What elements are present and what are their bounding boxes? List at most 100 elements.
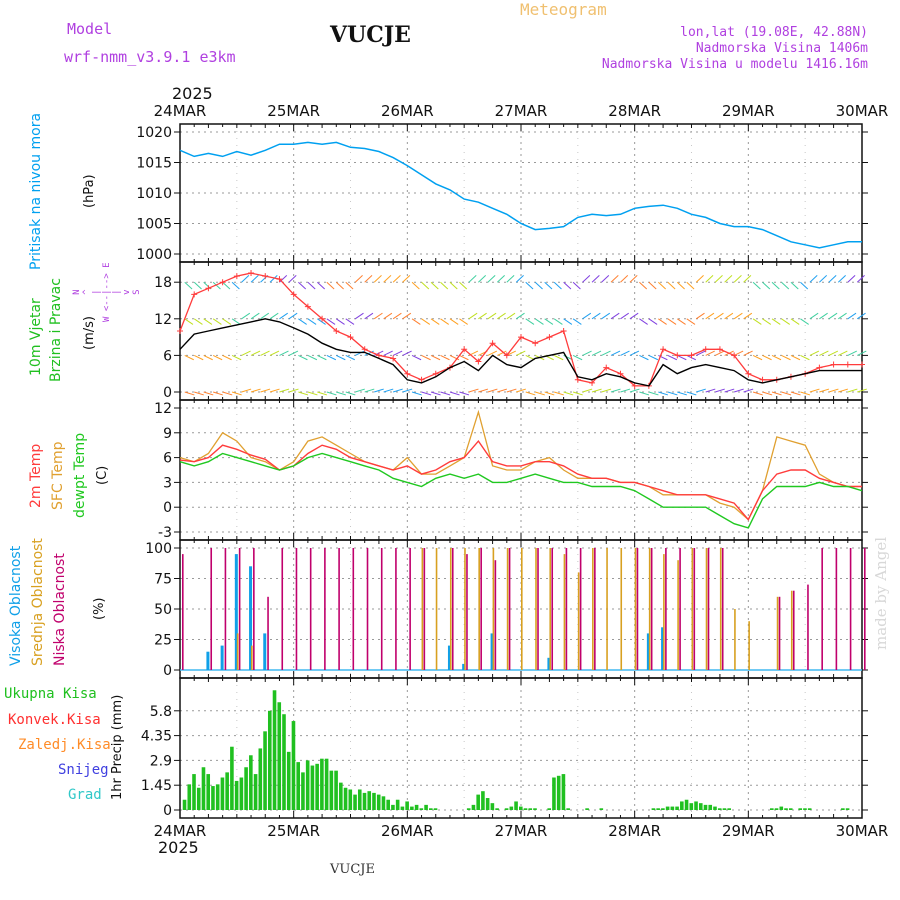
wind-gust-marker xyxy=(404,370,411,377)
cloud-bar-low xyxy=(466,554,468,670)
wind-gust-marker xyxy=(702,346,709,353)
cloud-bar-mid xyxy=(705,548,708,670)
footer-station: VUCJE xyxy=(330,862,375,877)
wind-barb-arrow xyxy=(440,391,451,396)
wind-barb-arrow xyxy=(828,388,839,393)
wind-barb-arrow xyxy=(601,312,611,320)
wind-barb-arrow xyxy=(317,281,326,290)
ytick-label: 5.8 xyxy=(150,704,172,720)
wind-barb-arrow xyxy=(193,281,202,290)
cloud-bar-mid xyxy=(521,548,523,670)
wind-barb-arrow xyxy=(392,312,402,320)
precip-bar xyxy=(803,808,807,810)
cloud-bar-low xyxy=(537,548,539,670)
wind-gust-marker xyxy=(560,328,567,334)
cloud-bar-low xyxy=(253,548,255,670)
cloud-bar-high xyxy=(206,651,210,670)
bottom-year-label: 2025 xyxy=(158,838,199,857)
product-title: Meteogram xyxy=(520,0,607,19)
wind-barb-arrow xyxy=(298,354,308,361)
precip-bar xyxy=(192,774,196,810)
wind-barb-arrow xyxy=(203,318,213,325)
precip-bar xyxy=(698,803,703,810)
wind-barb-arrow xyxy=(591,350,602,356)
cloud-bar-low xyxy=(864,548,866,670)
wind-barb-arrow xyxy=(335,281,344,290)
cloud-bar-low xyxy=(451,548,454,670)
wind-barb-arrow xyxy=(184,318,194,325)
wind-barb-arrow xyxy=(487,388,498,393)
precip-bar xyxy=(310,765,315,810)
wind-barb-arrow xyxy=(506,275,515,283)
wind-barb-arrow xyxy=(373,312,383,320)
wind-barb-arrow xyxy=(459,281,468,290)
wind-barb-arrow xyxy=(374,388,384,393)
wind-barb-arrow xyxy=(601,350,611,356)
cloud-bar-mid xyxy=(506,548,509,670)
precip-bar xyxy=(684,799,689,810)
precip-bar xyxy=(215,784,220,810)
wind-barb-arrow xyxy=(677,318,686,325)
cloud-bar-low xyxy=(281,548,284,670)
wind-barb-arrow xyxy=(298,318,307,325)
precip-bar xyxy=(301,772,305,810)
wind-barb-arrow xyxy=(620,388,631,393)
wind-barb-arrow xyxy=(714,350,725,356)
wind-barb-arrow xyxy=(345,318,355,325)
wind-barb-arrow xyxy=(231,354,242,361)
wind-barb-arrow xyxy=(639,354,649,361)
wind-barb-arrow xyxy=(686,281,695,290)
wind-barb-arrow xyxy=(534,281,543,290)
wind-barb-arrow xyxy=(591,275,600,283)
precip-bar xyxy=(230,746,234,810)
cloud-bar-low xyxy=(409,548,411,670)
cloud-bar-low xyxy=(338,548,340,670)
wind-barb-arrow xyxy=(411,391,422,396)
precip-bar xyxy=(519,806,523,810)
wind-gust-marker xyxy=(276,276,283,283)
ytick-label: -3 xyxy=(158,525,172,541)
wind-barb-arrow xyxy=(819,312,828,320)
cloud-bar-low xyxy=(849,548,852,670)
precip-bar xyxy=(395,799,400,810)
precip-bar xyxy=(779,806,784,810)
wind-barb-arrow xyxy=(307,318,317,325)
cloud-bar-mid xyxy=(549,548,552,670)
wind-barb-arrow xyxy=(629,275,638,283)
wind-barb-arrow xyxy=(667,391,678,396)
cloud-bar-low xyxy=(352,548,355,670)
wind-barb-arrow xyxy=(856,275,865,283)
precip-bar xyxy=(774,808,779,810)
precip-bar xyxy=(490,803,495,810)
wind-barb-arrow xyxy=(250,312,260,320)
wind-barb-arrow xyxy=(686,391,697,396)
cloud-bar-mid xyxy=(734,609,736,670)
wind-barb-arrow xyxy=(279,312,288,320)
cloud-bar-low xyxy=(508,548,511,670)
wind-gust-marker xyxy=(233,273,240,280)
wind-barb-arrow xyxy=(345,354,355,361)
wind-barb-arrow xyxy=(222,281,231,290)
cloud-bar-low xyxy=(210,548,213,670)
wind-barb-arrow xyxy=(487,275,496,283)
wind-barb-arrow xyxy=(194,391,204,396)
precip-bar xyxy=(841,808,845,810)
wind-barb-arrow xyxy=(506,312,516,320)
precip-bar xyxy=(708,804,713,810)
precip-bar xyxy=(258,748,263,810)
cloud-bar-mid xyxy=(464,548,466,670)
cloud-bar-low xyxy=(693,548,696,670)
wind-barb-arrow xyxy=(383,312,393,320)
cloud-bar-low xyxy=(551,548,554,670)
ytick-label: 0 xyxy=(163,803,172,819)
wind-barb-arrow xyxy=(857,350,867,356)
wind-barb-arrow xyxy=(743,350,753,356)
wind-barb-arrow xyxy=(838,350,848,356)
wind-barb-arrow xyxy=(288,275,297,283)
precip-bar xyxy=(391,804,395,810)
wind-barb-arrow xyxy=(336,354,346,361)
wind-barb-arrow xyxy=(496,275,505,283)
cloud-bar-low xyxy=(835,548,838,670)
wind-barb-arrow xyxy=(781,391,792,396)
precip-bar xyxy=(400,806,405,810)
